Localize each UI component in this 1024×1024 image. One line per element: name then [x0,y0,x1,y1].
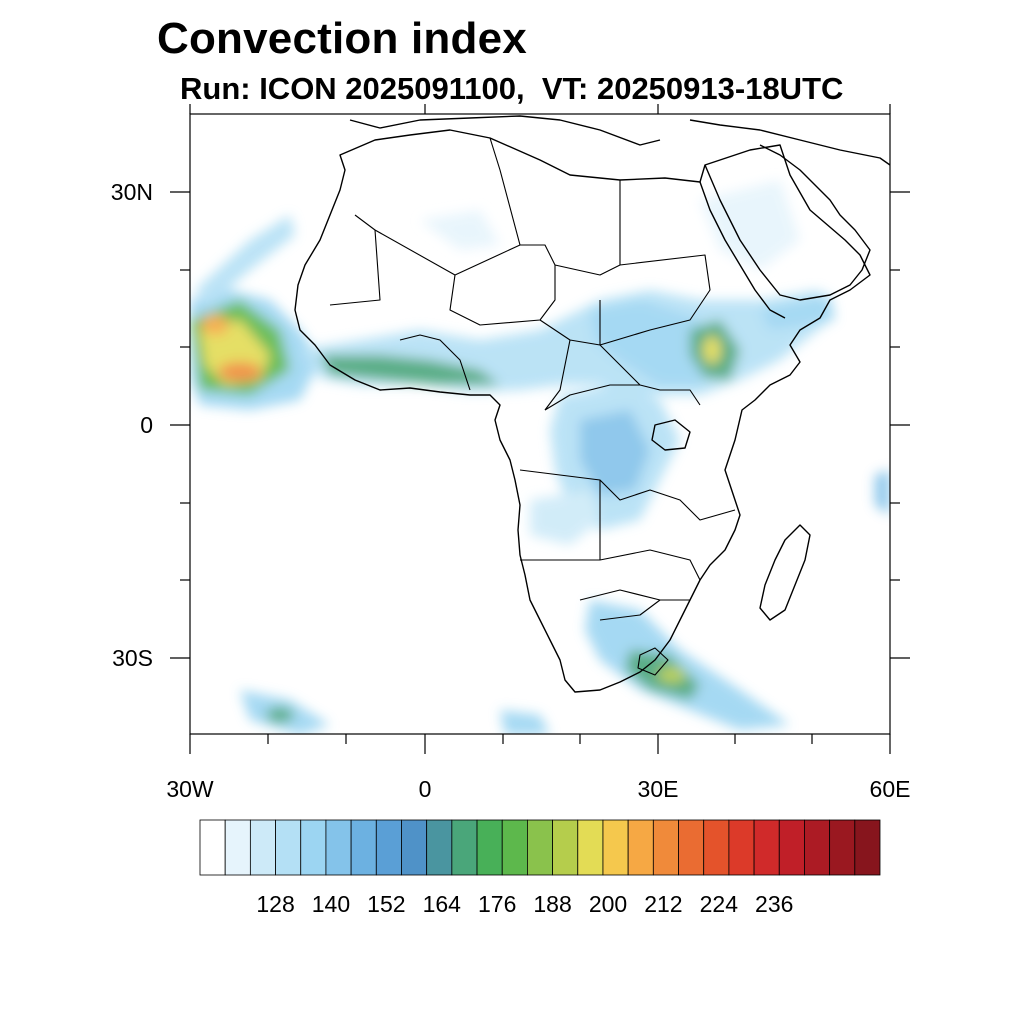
colorbar-label: 224 [700,891,739,917]
x-tick-60e: 60E [870,776,911,802]
colorbar-swatch [829,819,856,876]
colorbar-label: 188 [533,891,571,917]
colorbar-swatch [501,819,528,876]
colorbar-label: 176 [478,891,516,917]
coastlines [294,115,890,693]
plot-frame [189,113,891,735]
colorbar-swatch [426,819,453,876]
axis-ticks [170,104,910,754]
colorbar-label: 128 [256,891,294,917]
x-tick-30w: 30W [166,776,214,802]
colorbar-swatch [476,819,503,876]
y-tick-0: 0 [140,412,153,438]
x-tick-0: 0 [419,776,432,802]
colorbar-swatch [249,819,276,876]
colorbar [199,819,881,876]
colorbar-swatch [401,819,428,876]
y-tick-30n: 30N [111,179,153,205]
colorbar-label: 140 [312,891,350,917]
colorbar-swatch [678,819,705,876]
colorbar-label: 236 [755,891,793,917]
colorbar-swatch [627,819,654,876]
colorbar-swatch [199,819,226,876]
colorbar-swatch [753,819,780,876]
colorbar-swatch [224,819,251,876]
colorbar-swatch [527,819,553,876]
colorbar-swatch [375,819,402,876]
x-tick-30e: 30E [638,776,679,802]
colorbar-swatch [854,819,881,876]
colorbar-swatch [451,819,478,876]
colorbar-swatch [325,819,352,876]
colorbar-swatch [728,819,755,876]
colorbar-swatch [703,819,730,876]
y-tick-30s: 30S [112,645,153,671]
convection-field [190,180,890,734]
map-title: Convection index [157,14,527,63]
colorbar-swatch [577,819,604,876]
colorbar-swatch [275,819,302,876]
colorbar-swatch [778,819,805,876]
colorbar-swatch [350,819,377,876]
colorbar-label: 200 [589,891,627,917]
map-subtitle: Run: ICON 2025091100, VT: 20250913-18UTC [180,71,844,106]
colorbar-swatch [552,819,579,876]
colorbar-swatch [652,819,679,876]
colorbar-swatch [804,819,831,876]
colorbar-labels: 128 140 152 164 176 188 200 212 224 236 [256,891,793,917]
colorbar-swatch [300,819,327,876]
colorbar-label: 212 [644,891,682,917]
colorbar-label: 152 [367,891,405,917]
colorbar-swatch [602,819,629,876]
colorbar-label: 164 [423,891,462,917]
